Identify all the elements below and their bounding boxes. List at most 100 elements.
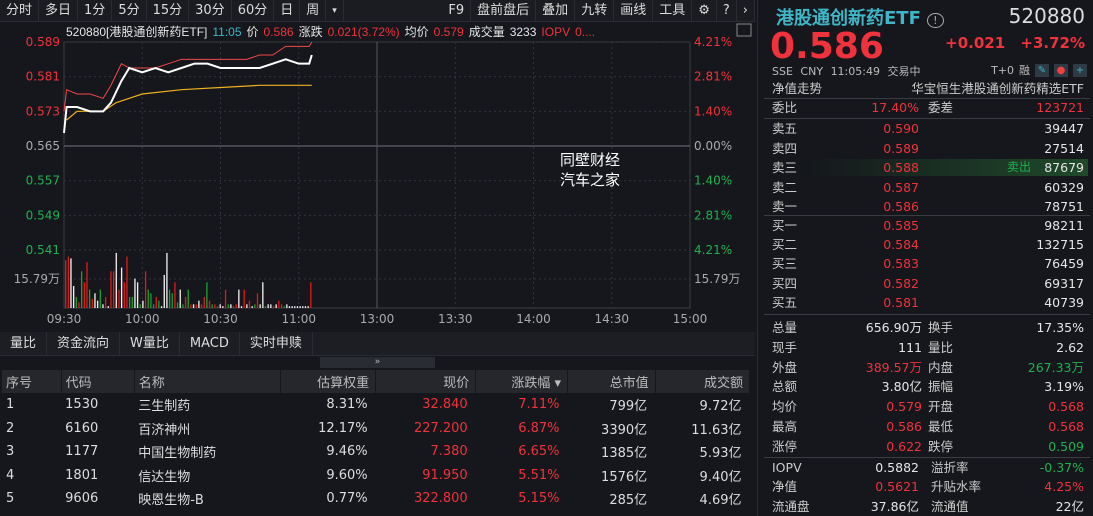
period-tab-4[interactable]: 15分 bbox=[147, 0, 190, 21]
market-meta: SSE CNY 11:05:49 交易中 bbox=[772, 65, 921, 78]
period-tab-8[interactable]: 周 bbox=[300, 0, 327, 21]
chg: 0.021(3.72%) bbox=[327, 25, 400, 39]
volume-bar bbox=[152, 304, 155, 308]
volume-bar bbox=[214, 304, 216, 308]
volume-bar bbox=[248, 300, 251, 308]
volume-bar bbox=[118, 289, 120, 308]
row-cell: 27514 bbox=[1044, 140, 1084, 156]
tab-3[interactable]: MACD bbox=[180, 332, 240, 355]
period-tab-1[interactable]: 多日 bbox=[39, 0, 79, 21]
tool-button-2[interactable]: 叠加 bbox=[536, 0, 576, 21]
table-row[interactable]: 2 6160 百济神州 12.17% 227.200 6.87% 3390亿 11.63亿 bbox=[2, 417, 750, 441]
volume-bar bbox=[131, 296, 133, 308]
volume-bar bbox=[123, 282, 125, 308]
column-header[interactable]: 名称 bbox=[134, 370, 281, 393]
x-tick-label: 13:30 bbox=[438, 312, 473, 326]
sell-tag: 卖出 bbox=[1006, 160, 1031, 174]
y-tick-label: 0.549 bbox=[26, 208, 60, 222]
period-tab-5[interactable]: 30分 bbox=[189, 0, 232, 21]
column-header[interactable]: 估算权重 bbox=[280, 370, 377, 393]
period-tab-6[interactable]: 60分 bbox=[232, 0, 275, 21]
tool-button-0[interactable]: F9 bbox=[442, 0, 472, 21]
y-tick-label-right: 2.81% bbox=[694, 70, 732, 84]
column-header[interactable]: 涨跌幅 ▾ bbox=[475, 370, 569, 393]
bid-level-4: 买四 0.582 69317 bbox=[758, 274, 1093, 293]
gear-icon[interactable]: ⚙ bbox=[692, 0, 717, 21]
avg: 0.579 bbox=[433, 25, 464, 39]
tool-button-1[interactable]: 盘前盘后 bbox=[471, 0, 537, 21]
stat-row: 最高 0.586 最低 0.568 bbox=[758, 417, 1093, 436]
row-cell: 跌停 bbox=[928, 438, 954, 454]
row-cell: 总量 bbox=[772, 320, 798, 335]
x-tick-label: 14:30 bbox=[594, 312, 629, 326]
y-tick-label-right: 1.40% bbox=[694, 174, 732, 188]
row-cell: 76459 bbox=[1044, 256, 1084, 272]
row-cell: 买一 bbox=[772, 218, 798, 233]
tool-button-5[interactable]: 工具 bbox=[653, 0, 693, 21]
table-cell: 中国生物制药 bbox=[138, 446, 217, 462]
column-header[interactable]: 现价 bbox=[375, 370, 477, 393]
period-tab-3[interactable]: 5分 bbox=[112, 0, 147, 21]
ask-level-4: 卖二 0.587 60329 bbox=[758, 178, 1093, 197]
row-cell: 最低 bbox=[928, 419, 954, 434]
column-header[interactable]: 代码 bbox=[61, 370, 135, 393]
row-cell: 卖三 bbox=[772, 160, 798, 175]
column-header[interactable]: 成交额 bbox=[655, 370, 751, 393]
table-row[interactable]: 4 1801 信达生物 9.60% 91.950 5.51% 1576亿 9.40亿 bbox=[2, 464, 750, 488]
volume-bar bbox=[142, 300, 144, 308]
table-row[interactable]: 1 1530 三生制药 8.31% 32.840 7.11% 799亿 9.72亿 bbox=[2, 393, 750, 417]
help-icon[interactable]: ? bbox=[717, 0, 737, 21]
period-tab-0[interactable]: 分时 bbox=[0, 0, 40, 21]
intraday-chart[interactable]: 0.589 4.21% 0.581 2.81% 0.573 1.40% 0.565 0.00%… bbox=[0, 22, 755, 330]
tab-1[interactable]: 资金流向 bbox=[47, 332, 121, 355]
table-cell: 9.60% bbox=[326, 467, 368, 483]
plus-icon[interactable]: + bbox=[1073, 63, 1087, 77]
y-tick-label: 0.541 bbox=[26, 243, 60, 257]
stat-row: 均价 0.579 开盘 0.568 bbox=[758, 397, 1093, 416]
row-cell: 换手 bbox=[928, 320, 954, 335]
volume-bar bbox=[75, 296, 77, 308]
row-cell: 流通值 bbox=[931, 498, 969, 514]
volume-bar bbox=[166, 252, 168, 308]
tool-button-4[interactable]: 画线 bbox=[614, 0, 654, 21]
row-cell: 委比 bbox=[772, 100, 798, 115]
volume-bar bbox=[126, 256, 128, 308]
table-row[interactable]: 3 1177 中国生物制药 9.46% 7.380 6.65% 1385亿 5.93亿 bbox=[2, 440, 750, 464]
avg-label: 均价 bbox=[404, 25, 429, 39]
volume-bar bbox=[283, 306, 285, 308]
row-cell: 卖四 bbox=[772, 140, 798, 156]
y-tick-label: 0.589 bbox=[26, 35, 60, 49]
bell-icon[interactable]: ● bbox=[1054, 63, 1068, 77]
divider bbox=[764, 457, 1090, 458]
volume-bar bbox=[110, 271, 112, 308]
info-icon[interactable]: ! bbox=[927, 13, 944, 28]
tab-0[interactable]: 量比 bbox=[0, 332, 48, 355]
iopv-line bbox=[63, 41, 313, 112]
row-cell: 0.568 bbox=[1048, 419, 1084, 434]
collapse-toggle-icon[interactable]: » bbox=[320, 357, 435, 368]
tab-4[interactable]: 实时申赎 bbox=[240, 332, 313, 355]
tab-2[interactable]: W量比 bbox=[120, 332, 180, 355]
table-cell: 32.840 bbox=[422, 397, 468, 413]
table-row[interactable]: 5 9606 映恩生物-B 0.77% 322.800 5.15% 285亿 4.69亿 bbox=[2, 487, 750, 511]
chevron-right-icon[interactable]: › bbox=[737, 0, 755, 21]
volume-bar bbox=[115, 252, 117, 308]
more-periods-dropdown-icon[interactable]: ▾ bbox=[326, 0, 344, 21]
period-tab-2[interactable]: 1分 bbox=[78, 0, 113, 21]
row-cell: 87679 bbox=[1044, 160, 1084, 175]
row-cell: 40739 bbox=[1044, 294, 1084, 310]
row-cell: 0.589 bbox=[883, 140, 919, 156]
column-header[interactable]: 总市值 bbox=[567, 370, 656, 393]
row-cell: 买五 bbox=[772, 294, 798, 310]
column-header[interactable]: 序号 bbox=[2, 370, 62, 393]
period-tab-7[interactable]: 日 bbox=[274, 0, 301, 21]
toolbar-spacer bbox=[344, 0, 443, 21]
volume-bar bbox=[270, 304, 272, 308]
volume-bar bbox=[120, 267, 123, 308]
wp-icon bbox=[736, 23, 752, 37]
margin-label: 融 bbox=[1019, 64, 1030, 77]
volume-bar bbox=[163, 274, 165, 308]
volume-bar bbox=[224, 289, 227, 308]
pencil-icon[interactable]: ✎ bbox=[1035, 63, 1049, 77]
tool-button-3[interactable]: 九转 bbox=[575, 0, 615, 21]
